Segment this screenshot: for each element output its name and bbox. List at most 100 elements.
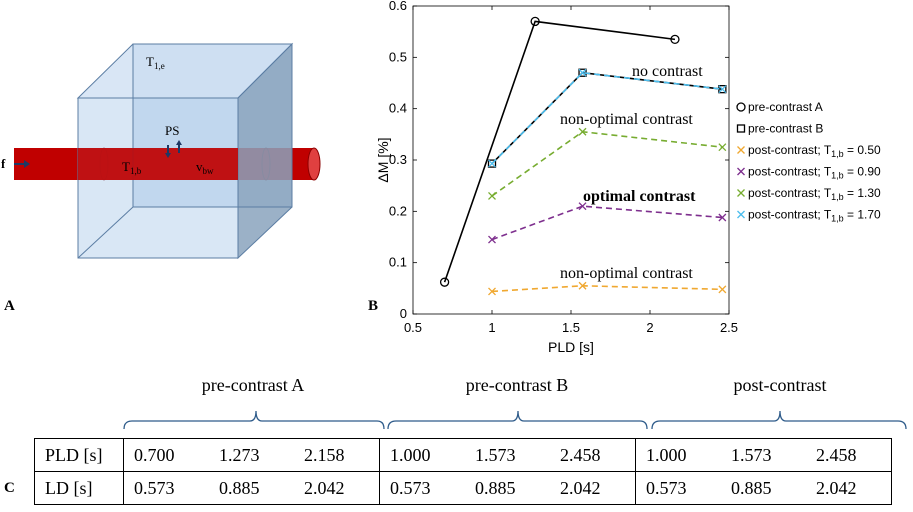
table-cell: 1.000 (646, 444, 687, 465)
vessel-diagram: T1,e T1,b vbw PS f (1, 42, 321, 260)
table-row: LD [s] 0.573 0.885 2.042 0.573 0.885 2.042 0… (34, 471, 892, 505)
table-cell: 0.885 (475, 477, 516, 498)
parameters-table: PLD [s] 0.700 1.273 2.158 1.000 1.573 2.458 … (34, 438, 892, 505)
data-point (718, 85, 727, 94)
legend-label: pre-contrast B (748, 122, 823, 136)
delta-m-chart: 0.5 1 1.5 2 2.5 0 0.1 0.2 0.3 0.4 0.5 0.6 ΔM [%] PL… (375, 0, 911, 355)
data-point (737, 210, 745, 219)
table-cell: 0.885 (219, 477, 260, 498)
data-point (718, 285, 727, 294)
data-point (737, 167, 745, 176)
data-point (718, 213, 727, 222)
legend-item: post-contrast; T1,b = 1.30 (737, 186, 881, 202)
table-cell-group: 1.000 1.573 2.458 (635, 438, 892, 472)
series-group (439, 16, 727, 296)
data-point (578, 202, 587, 211)
group-label-pre-contrast-b: pre-contrast B (465, 375, 569, 395)
table-cell: 0.573 (646, 477, 687, 498)
table-cell-group: 1.000 1.573 2.458 (379, 438, 636, 472)
legend-item: pre-contrast A (736, 100, 823, 114)
series-6 (488, 68, 727, 168)
x-tick-label: 1 (488, 320, 495, 335)
label-vbw: vbw (196, 159, 214, 176)
data-point (488, 159, 496, 168)
label-ps: PS (165, 123, 179, 138)
data-point (487, 159, 497, 168)
table-cell-group: 0.573 0.885 2.042 (635, 471, 892, 505)
data-point (736, 102, 746, 112)
legend-item: post-contrast; T1,b = 0.90 (737, 165, 881, 181)
row-label-ld: LD [s] (34, 471, 124, 505)
legend-item: post-contrast; T1,b = 1.70 (737, 208, 881, 224)
brace-pre-contrast-b (387, 410, 648, 430)
table-cell-group: 0.700 1.273 2.158 (123, 438, 380, 472)
panel-a-letter: A (4, 298, 15, 314)
plot-area (412, 5, 730, 315)
data-point (530, 16, 540, 27)
annotation-no-contrast: no contrast (632, 63, 703, 80)
table-cell: 2.158 (304, 444, 345, 465)
table-cell: 2.042 (560, 477, 601, 498)
legend-label: post-contrast; T1,b = 0.50 (748, 143, 881, 159)
table-cell: 2.042 (816, 477, 857, 498)
data-point (736, 124, 746, 133)
y-tick-label: 0.5 (389, 49, 407, 64)
group-label-pre-contrast-a: pre-contrast A (201, 375, 305, 395)
panel-c: pre-contrast A pre-contrast B post-contr… (0, 365, 913, 512)
label-t1e: T1,e (146, 54, 165, 71)
data-point (439, 277, 450, 287)
table-cell: 2.042 (304, 477, 345, 498)
y-tick-label: 0.6 (389, 0, 407, 13)
data-point (670, 34, 680, 45)
brace-post-contrast (651, 410, 907, 430)
data-point (578, 281, 587, 290)
legend: pre-contrast A pre-contrast B post-contras… (733, 97, 911, 239)
table-cell: 0.573 (134, 477, 175, 498)
series-line (491, 205, 723, 241)
x-axis-label: PLD [s] (548, 339, 594, 355)
row-label-pld: PLD [s] (34, 438, 124, 472)
x-tick-label: 2.5 (720, 320, 738, 335)
data-point (488, 287, 496, 296)
table-cell: 1.273 (219, 444, 260, 465)
group-braces (123, 410, 907, 430)
table-cell: 1.000 (390, 444, 431, 465)
data-point (737, 189, 745, 197)
legend-item: post-contrast; T1,b = 0.50 (737, 143, 881, 159)
panel-a: T1,e T1,b vbw PS f A (0, 0, 340, 330)
axis-ticks: 0.5 1 1.5 2 2.5 0 0.1 0.2 0.3 0.4 0.5 0.6 (389, 0, 738, 335)
x-tick-label: 1.5 (562, 320, 580, 335)
data-point (488, 191, 496, 200)
vessel-end (307, 147, 321, 181)
label-t1b: T1,b (122, 159, 142, 176)
annotation-non-optimal-top: non-optimal contrast (560, 111, 693, 128)
group-label-post-contrast: post-contrast (733, 375, 827, 395)
flow-arrow-icon (14, 160, 30, 168)
data-point (488, 235, 496, 244)
table-cell: 1.573 (731, 444, 772, 465)
annotation-non-optimal-bottom: non-optimal contrast (560, 265, 693, 282)
label-f: f (1, 156, 6, 171)
table-cell: 0.573 (390, 477, 431, 498)
table-cell: 0.700 (134, 444, 175, 465)
series-line (491, 71, 723, 165)
legend-box (733, 97, 911, 239)
x-tick-label: 2 (646, 320, 653, 335)
ps-arrows-icon (165, 140, 182, 158)
legend-label: post-contrast; T1,b = 0.90 (748, 165, 881, 181)
y-axis-label: ΔM [%] (375, 137, 391, 182)
annotation-optimal: optimal contrast (583, 188, 696, 205)
brace-pre-contrast-a (123, 410, 385, 430)
table-row: PLD [s] 0.700 1.273 2.158 1.000 1.573 2.458 … (34, 438, 892, 472)
legend-label: post-contrast; T1,b = 1.70 (748, 208, 881, 224)
cube-hidden-edge (77, 206, 134, 259)
y-tick-label: 0.2 (389, 203, 407, 218)
y-tick-label: 0 (400, 306, 407, 321)
series-1 (439, 16, 680, 287)
table-cell: 0.885 (731, 477, 772, 498)
table-cell: 2.458 (816, 444, 857, 465)
table-cell-group: 0.573 0.885 2.042 (123, 471, 380, 505)
data-point (737, 146, 745, 154)
legend-item: pre-contrast B (736, 122, 823, 136)
series-3 (488, 281, 727, 296)
